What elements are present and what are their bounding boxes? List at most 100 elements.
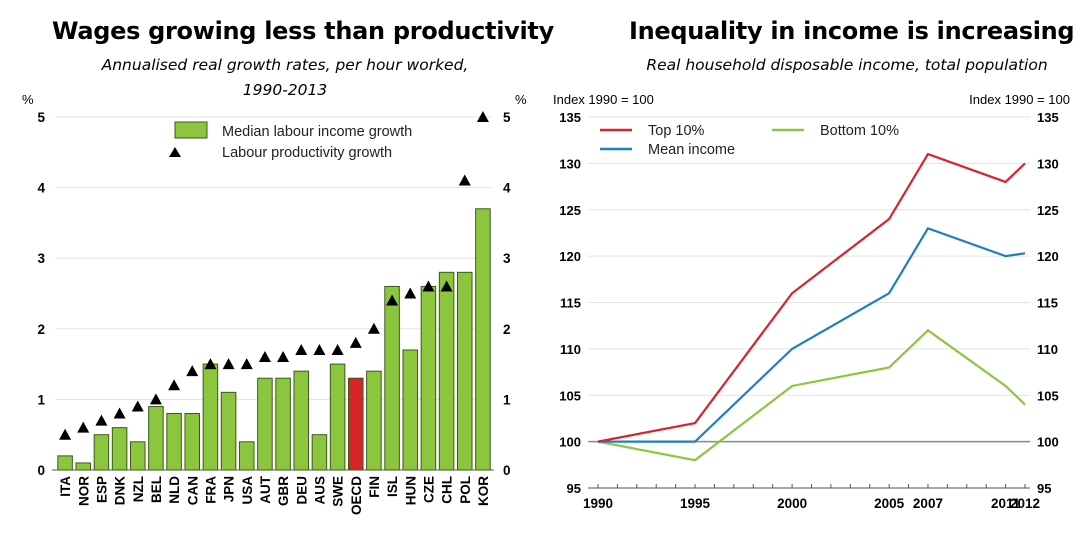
- line-bottom-10: [597, 328, 1026, 462]
- bar-fin: [366, 370, 382, 471]
- marker-fra: [204, 358, 217, 370]
- x-tick-label-hun: HUN: [403, 476, 418, 505]
- legend-label-bottom10: Bottom 10%: [820, 123, 899, 139]
- x-tick-label-jpn: JPN: [222, 476, 237, 502]
- right-y-unit-right: Index 1990 = 100: [969, 92, 1070, 107]
- bar-chl: [438, 271, 455, 471]
- marker-usa: [240, 358, 253, 370]
- left-y-tick-labels: 0 0 1 1 2 2 3 3 4 4 5 5: [37, 110, 511, 478]
- left-y-tick-label-left: 4: [37, 181, 45, 196]
- bar-pol: [456, 271, 473, 471]
- right-chart-title: Inequality in income is increasing: [629, 17, 1075, 45]
- marker-bel: [149, 393, 162, 405]
- left-bars: [57, 208, 491, 471]
- x-tick-label-usa: USA: [240, 476, 255, 505]
- right-y-tick-label-right: 95: [1037, 481, 1051, 496]
- left-y-tick-label-left: 3: [37, 251, 45, 266]
- right-y-tick-label-left: 115: [560, 296, 581, 311]
- bar-hun: [402, 349, 419, 471]
- bar-deu: [293, 370, 310, 471]
- left-y-tick-label-right: 4: [503, 181, 511, 196]
- marker-esp: [95, 414, 108, 426]
- x-tick-label-fin: FIN: [367, 476, 382, 498]
- bar-dnk: [111, 427, 128, 471]
- bar-nld: [166, 413, 182, 471]
- right-x-tick-label: 2005: [874, 496, 905, 511]
- legend-label-productivity: Labour productivity growth: [222, 145, 392, 161]
- marker-nor: [77, 421, 90, 433]
- right-legend: Top 10% Mean income Bottom 10%: [600, 123, 899, 158]
- bar-gbr: [275, 377, 291, 471]
- bar-usa: [238, 441, 255, 471]
- bar-swe: [329, 363, 346, 471]
- left-y-tick-label-left: 1: [37, 392, 45, 407]
- left-y-tick-label-left: 5: [37, 110, 45, 125]
- left-y-tick-label-right: 2: [503, 322, 511, 337]
- right-y-tick-label-right: 120: [1037, 249, 1059, 264]
- marker-swe: [331, 343, 344, 355]
- left-legend: Median labour income growth Labour produ…: [169, 121, 412, 161]
- right-y-tick-label-left: 100: [559, 435, 581, 450]
- left-y-tick-label-right: 0: [503, 463, 511, 478]
- left-y-tick-label-left: 0: [37, 463, 45, 478]
- left-y-unit-right: %: [515, 92, 527, 107]
- marker-deu: [295, 343, 308, 355]
- right-y-tick-label-left: 125: [559, 203, 581, 218]
- right-chart-subtitle: Real household disposable income, total …: [646, 56, 1048, 74]
- marker-ita: [59, 428, 72, 440]
- marker-can: [186, 365, 199, 377]
- bar-isl: [384, 285, 400, 471]
- x-tick-label-kor: KOR: [476, 476, 491, 506]
- x-tick-label-isl: ISL: [385, 476, 400, 497]
- legend-label-median-income: Median labour income growth: [222, 124, 412, 140]
- right-y-tick-label-right: 135: [1037, 110, 1059, 125]
- right-y-unit-left: Index 1990 = 100: [553, 92, 654, 107]
- right-y-tick-labels: 95 95 100 100 105 105 110 110 115 115 120 120 125 125…: [559, 110, 1058, 496]
- right-series-lines: [597, 152, 1026, 462]
- right-y-tick-label-left: 105: [559, 388, 581, 403]
- bar-esp: [93, 434, 110, 471]
- right-y-tick-label-left: 135: [559, 110, 581, 125]
- right-y-tick-label-left: 110: [560, 342, 581, 357]
- x-tick-label-nor: NOR: [76, 476, 91, 506]
- right-x-tick-label: 1990: [583, 496, 613, 511]
- x-tick-label-swe: SWE: [331, 476, 346, 507]
- marker-hun: [404, 287, 417, 299]
- marker-gbr: [277, 351, 290, 363]
- right-y-tick-label-right: 130: [1037, 156, 1059, 171]
- marker-chl: [440, 280, 453, 292]
- right-y-tick-label-right: 115: [1037, 296, 1058, 311]
- legend-label-mean: Mean income: [648, 142, 735, 158]
- left-x-tick-labels: ITA NOR ESP DNK NZL BEL NLD CAN FRA JPN USA AUT GBR D…: [58, 475, 491, 515]
- x-tick-label-deu: DEU: [294, 476, 309, 505]
- legend-swatch-median-income: [174, 121, 208, 139]
- x-tick-label-ita: ITA: [58, 476, 73, 497]
- bar-jpn: [220, 391, 237, 471]
- marker-fin: [367, 322, 380, 334]
- x-tick-label-dnk: DNK: [113, 476, 128, 505]
- bar-fra: [202, 363, 219, 471]
- marker-nld: [168, 379, 181, 391]
- x-tick-label-fra: FRA: [203, 476, 218, 504]
- left-triangle-markers: [59, 111, 489, 440]
- left-y-tick-label-right: 3: [503, 251, 511, 266]
- right-x-tick-label: 2011: [991, 496, 1021, 511]
- x-tick-label-aus: AUS: [312, 476, 327, 505]
- right-y-tick-label-left: 130: [559, 156, 581, 171]
- marker-jpn: [222, 358, 235, 370]
- bar-bel: [148, 405, 164, 471]
- left-chart-subtitle-line2: 1990-2013: [242, 81, 328, 99]
- right-x-tick-label: 2000: [777, 496, 807, 511]
- bar-aus: [311, 434, 328, 471]
- x-tick-label-esp: ESP: [94, 476, 109, 503]
- bar-cze: [420, 285, 437, 471]
- left-chart-subtitle-line1: Annualised real growth rates, per hour w…: [101, 56, 469, 74]
- x-tick-label-oecd: OECD: [349, 476, 364, 515]
- line-mean-income: [598, 226, 1026, 443]
- right-y-tick-label-left: 120: [559, 249, 581, 264]
- bar-nor: [75, 462, 92, 471]
- x-tick-label-nld: NLD: [167, 476, 182, 504]
- bar-aut: [257, 377, 273, 471]
- left-y-tick-label-left: 2: [37, 322, 45, 337]
